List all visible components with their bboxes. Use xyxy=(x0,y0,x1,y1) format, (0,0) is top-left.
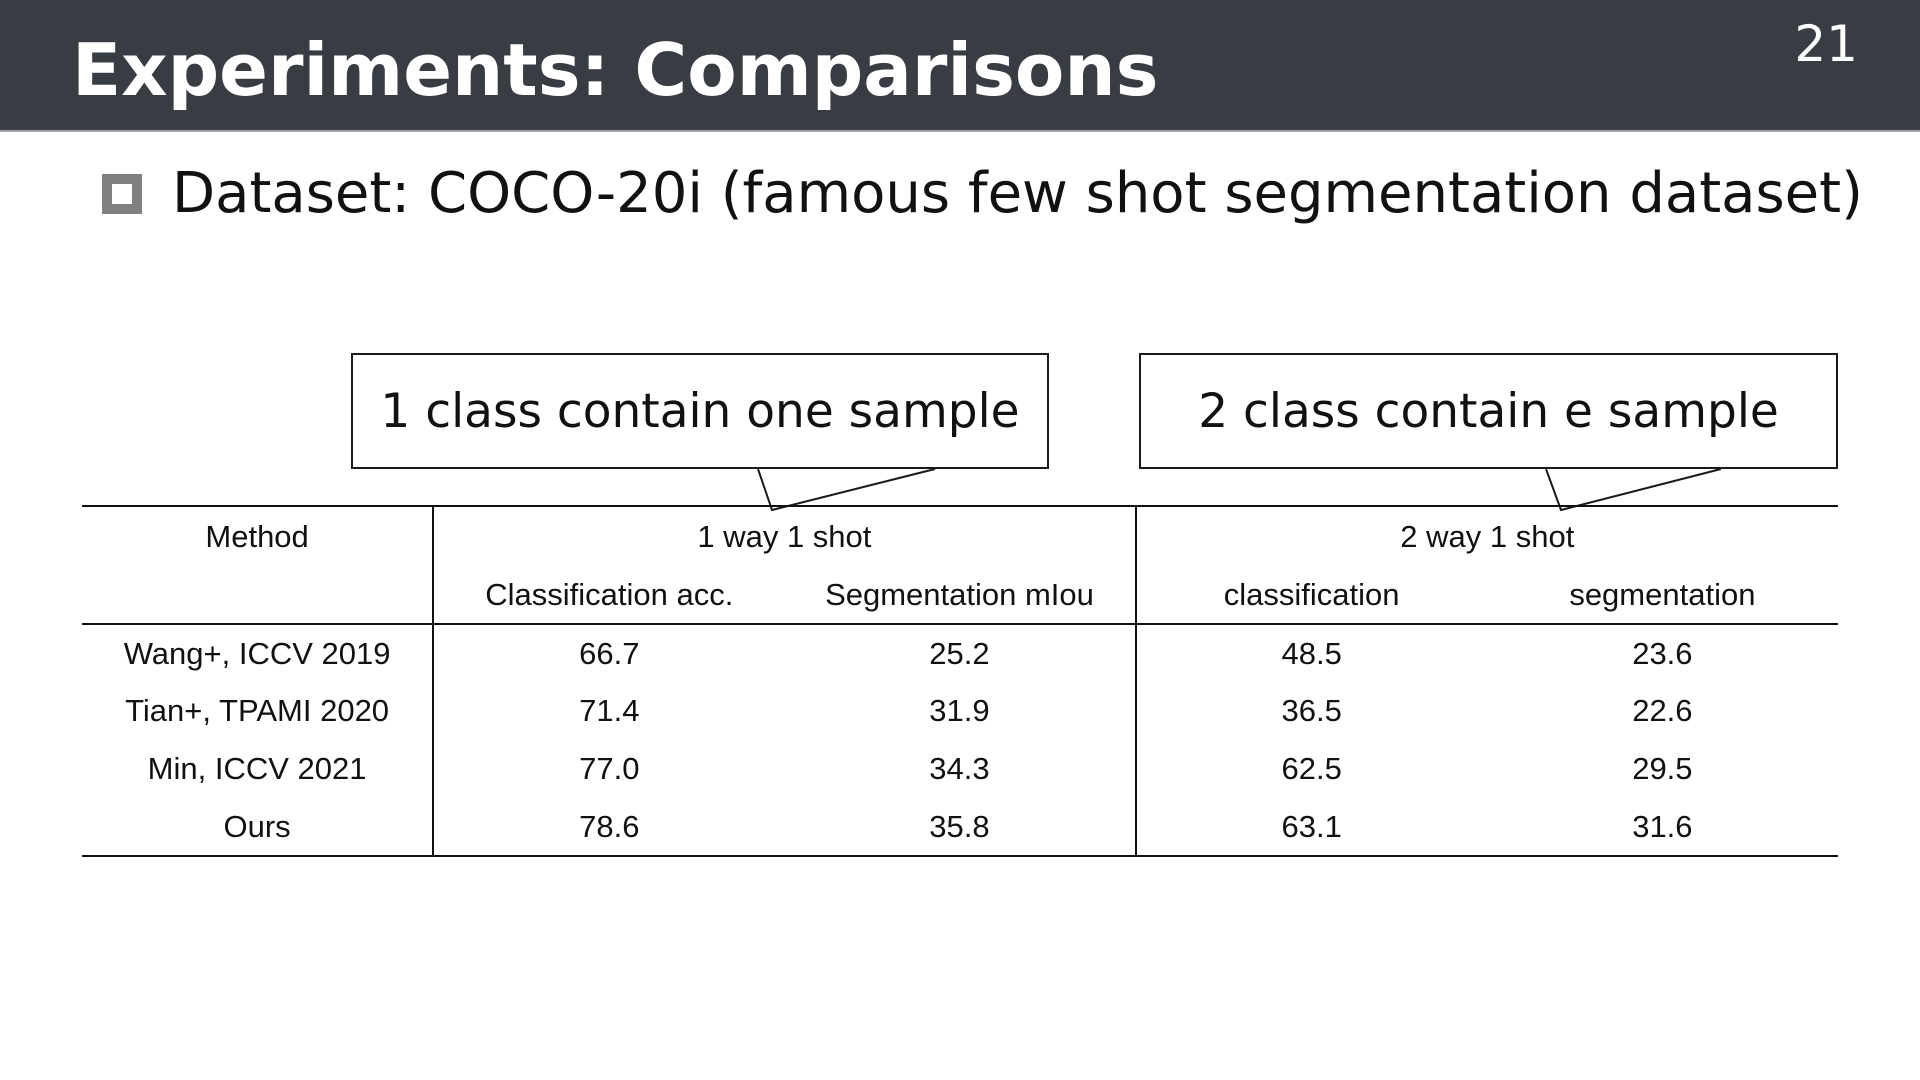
square-bullet-icon xyxy=(102,174,142,214)
best-value-cell: 63.1 xyxy=(1134,798,1487,856)
method-header: Method xyxy=(205,518,309,554)
value-cell: 29.5 xyxy=(1632,751,1693,786)
method-cell: Wang+, ICCV 2019 xyxy=(123,635,391,671)
callout-2-way: 2 class contain e sample xyxy=(1139,353,1838,469)
best-value-cell: 78.6 xyxy=(432,798,785,856)
value-cell: 48.5 xyxy=(1134,624,1487,682)
subheader-1way-segmentation: Segmentation mIou xyxy=(825,576,1094,612)
value-cell: 34.3 xyxy=(929,751,990,786)
value-cell: 31.9 xyxy=(929,693,990,728)
bullet-text: Dataset: COCO-20i (famous few shot segme… xyxy=(172,161,1863,226)
callout-2-tail-outline xyxy=(1545,468,1722,512)
table-row: Min, ICCV 2021 77.0 34.3 62.5 29.5 xyxy=(82,740,1838,798)
table-row: Tian+, TPAMI 2020 71.4 31.9 36.5 22.6 xyxy=(82,682,1838,740)
best-value-cell: 31.6 xyxy=(1632,808,1693,844)
method-cell: Min, ICCV 2021 xyxy=(147,751,367,786)
subheader-1way-classification: Classification acc. xyxy=(432,566,785,624)
callout-2-tail xyxy=(1546,469,1721,510)
value-cell: 22.6 xyxy=(1632,693,1693,728)
best-value-cell: 35.8 xyxy=(929,808,990,844)
method-subheader-empty xyxy=(82,566,433,624)
table-header-row: Method 1 way 1 shot 2 way 1 shot xyxy=(82,506,1838,566)
value-cell: 77.0 xyxy=(432,740,785,798)
page-number: 21 xyxy=(1794,15,1858,73)
value-cell: 71.4 xyxy=(432,682,785,740)
slide-title: Experiments: Comparisons xyxy=(72,28,1159,112)
value-cell: 25.2 xyxy=(929,635,990,671)
value-cell: 36.5 xyxy=(1134,682,1487,740)
callout-2-way-text: 2 class contain e sample xyxy=(1198,383,1779,439)
callout-1-way-text: 1 class contain one sample xyxy=(380,383,1020,439)
callout-1-tail-outline xyxy=(757,468,936,512)
value-cell: 62.5 xyxy=(1134,740,1487,798)
bullet-item: Dataset: COCO-20i (famous few shot segme… xyxy=(102,158,1863,230)
value-cell: 66.7 xyxy=(432,624,785,682)
group-header-1way: 1 way 1 shot xyxy=(432,506,1136,566)
callout-1-tail xyxy=(758,469,935,510)
method-cell: Ours xyxy=(223,808,291,844)
subheader-2way-segmentation: segmentation xyxy=(1569,576,1756,612)
group-header-2way: 2 way 1 shot xyxy=(1134,506,1838,566)
table-row-ours: Ours 78.6 35.8 63.1 31.6 xyxy=(82,798,1838,856)
value-cell: 23.6 xyxy=(1632,635,1693,671)
subheader-2way-classification: classification xyxy=(1134,566,1487,624)
title-bar: Experiments: Comparisons 21 xyxy=(0,0,1920,132)
table-row: Wang+, ICCV 2019 66.7 25.2 48.5 23.6 xyxy=(82,624,1838,682)
comparison-table: Method 1 way 1 shot 2 way 1 shot Classif… xyxy=(82,505,1838,857)
table-subheader-row: Classification acc. Segmentation mIou cl… xyxy=(82,566,1838,624)
callout-1-way: 1 class contain one sample xyxy=(351,353,1049,469)
method-cell: Tian+, TPAMI 2020 xyxy=(125,693,390,728)
